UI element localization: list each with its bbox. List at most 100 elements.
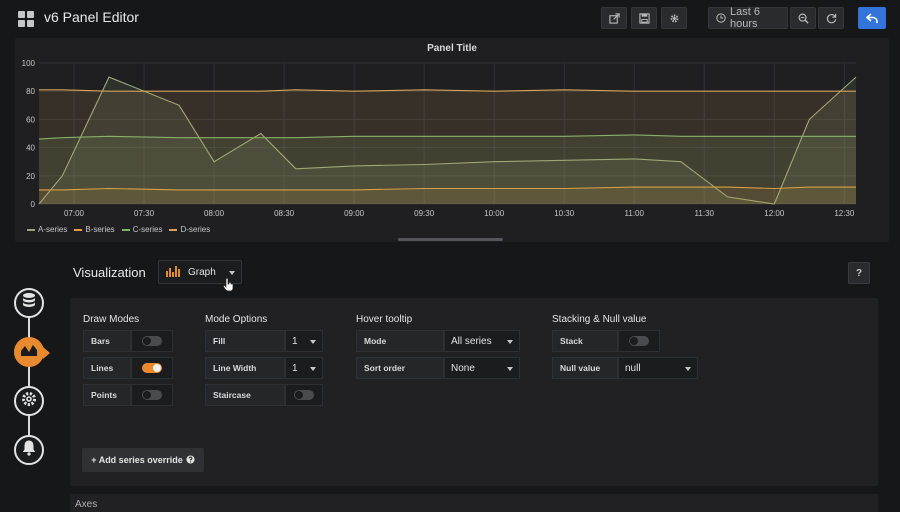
y-tick-label: 20 bbox=[26, 172, 35, 181]
series-line bbox=[39, 186, 856, 191]
points-toggle[interactable] bbox=[131, 384, 173, 406]
sort-order-value: None bbox=[451, 362, 475, 374]
x-tick-label: 08:00 bbox=[204, 209, 225, 218]
null-value-value: null bbox=[625, 362, 641, 374]
legend-swatch bbox=[121, 228, 130, 231]
x-tick-label: 07:00 bbox=[64, 209, 85, 218]
chart-plot[interactable]: 0 20 40 60 80 100 07:00 07:30 08:00 08:30 09:00 09:… bbox=[15, 38, 889, 242]
null-value-select[interactable]: null bbox=[618, 357, 698, 379]
sort-order-select[interactable]: None bbox=[444, 357, 520, 379]
back-arrow-icon bbox=[866, 12, 878, 24]
section-title: Visualization bbox=[73, 265, 146, 280]
fill-select[interactable]: 1 bbox=[285, 330, 323, 352]
share-button[interactable] bbox=[601, 7, 627, 29]
stacking-title: Stacking & Null value bbox=[552, 314, 647, 325]
bars-label: Bars bbox=[83, 330, 131, 352]
bars-toggle[interactable] bbox=[131, 330, 173, 352]
tooltip-mode-label: Mode bbox=[356, 330, 444, 352]
y-tick-label: 80 bbox=[26, 87, 35, 96]
graph-options-panel: Draw Modes Bars Lines Points Mode Option… bbox=[70, 298, 878, 486]
legend-label: C-series bbox=[132, 225, 163, 234]
mode-options-title: Mode Options bbox=[205, 314, 268, 325]
y-tick-label: 0 bbox=[31, 200, 36, 209]
y-tick-label: 40 bbox=[26, 144, 35, 153]
add-series-override-label: + Add series override bbox=[91, 455, 183, 465]
series-area bbox=[39, 77, 856, 204]
question-circle-icon bbox=[186, 454, 195, 466]
axes-section-header[interactable]: Axes bbox=[70, 494, 878, 512]
chevron-down-icon bbox=[685, 367, 691, 371]
x-tick-label: 12:00 bbox=[764, 209, 785, 218]
points-switch[interactable] bbox=[142, 390, 162, 400]
chevron-down-icon bbox=[310, 340, 316, 344]
step-queries[interactable] bbox=[14, 288, 44, 318]
refresh-button[interactable] bbox=[818, 7, 844, 29]
chevron-down-icon bbox=[507, 340, 513, 344]
chevron-down-icon bbox=[229, 271, 235, 275]
zoom-out-button[interactable] bbox=[790, 7, 816, 29]
x-tick-label: 09:30 bbox=[414, 209, 435, 218]
visualization-picker-label: Graph bbox=[188, 266, 216, 278]
legend-swatch bbox=[74, 228, 83, 231]
fill-label: Fill bbox=[205, 330, 285, 352]
step-alert[interactable] bbox=[14, 435, 44, 465]
back-button[interactable] bbox=[858, 7, 886, 29]
graph-icon bbox=[20, 343, 38, 362]
legend-swatch bbox=[169, 228, 178, 231]
chevron-down-icon bbox=[310, 367, 316, 371]
legend-item[interactable]: D-series bbox=[169, 225, 210, 234]
fill-value: 1 bbox=[292, 335, 298, 347]
database-icon bbox=[21, 292, 37, 314]
add-series-override-button[interactable]: + Add series override bbox=[82, 448, 204, 472]
x-tick-label: 08:30 bbox=[274, 209, 295, 218]
bell-icon bbox=[21, 439, 37, 461]
legend-item[interactable]: B-series bbox=[74, 225, 115, 234]
legend-swatch bbox=[27, 228, 35, 231]
lines-toggle[interactable] bbox=[131, 357, 173, 379]
draw-modes-title: Draw Modes bbox=[83, 314, 140, 325]
save-icon bbox=[638, 12, 650, 24]
step-visualization[interactable] bbox=[14, 337, 50, 367]
help-button[interactable]: ? bbox=[848, 262, 870, 284]
steps-connector bbox=[28, 300, 30, 452]
tooltip-mode-select[interactable]: All series bbox=[444, 330, 520, 352]
staircase-switch[interactable] bbox=[294, 390, 314, 400]
bars-switch[interactable] bbox=[142, 336, 162, 346]
series-area bbox=[39, 89, 856, 204]
x-tick-label: 09:00 bbox=[344, 209, 365, 218]
stack-toggle[interactable] bbox=[618, 330, 660, 352]
x-tick-label: 10:00 bbox=[484, 209, 505, 218]
x-tick-label: 10:30 bbox=[554, 209, 575, 218]
series-area bbox=[39, 187, 856, 204]
chevron-down-icon bbox=[507, 367, 513, 371]
settings-button[interactable] bbox=[661, 7, 687, 29]
x-tick-label: 11:00 bbox=[625, 209, 645, 218]
legend-label: D-series bbox=[180, 225, 211, 234]
share-icon bbox=[608, 12, 620, 24]
sort-order-label: Sort order bbox=[356, 357, 444, 379]
time-range-picker[interactable]: Last 6 hours bbox=[708, 6, 788, 30]
legend-item[interactable]: C-series bbox=[121, 225, 163, 234]
stack-label: Stack bbox=[552, 330, 618, 352]
staircase-toggle[interactable] bbox=[285, 384, 323, 406]
stack-switch[interactable] bbox=[629, 336, 649, 346]
series-area bbox=[39, 134, 856, 204]
series-line bbox=[38, 76, 857, 205]
save-button[interactable] bbox=[631, 7, 657, 29]
apps-grid-icon[interactable] bbox=[18, 11, 34, 27]
lines-switch[interactable] bbox=[142, 363, 162, 373]
panel-resize-handle[interactable] bbox=[398, 238, 503, 241]
tooltip-mode-value: All series bbox=[451, 335, 492, 347]
step-general[interactable] bbox=[14, 386, 44, 416]
legend-label: B-series bbox=[85, 225, 115, 234]
clock-icon bbox=[716, 13, 726, 23]
line-width-select[interactable]: 1 bbox=[285, 357, 323, 379]
zoom-out-icon bbox=[798, 13, 809, 24]
mouse-pointer-icon bbox=[223, 278, 234, 292]
top-bar: v6 Panel Editor Last 6 hours bbox=[0, 0, 900, 38]
bar-chart-icon bbox=[166, 265, 182, 280]
y-tick-label: 60 bbox=[26, 115, 35, 124]
time-range-label: Last 6 hours bbox=[730, 6, 760, 30]
legend-item[interactable]: A-series bbox=[27, 225, 67, 234]
graph-panel: Panel Title 0 20 40 60 80 100 07:00 07:30 08:00 0… bbox=[15, 38, 889, 242]
